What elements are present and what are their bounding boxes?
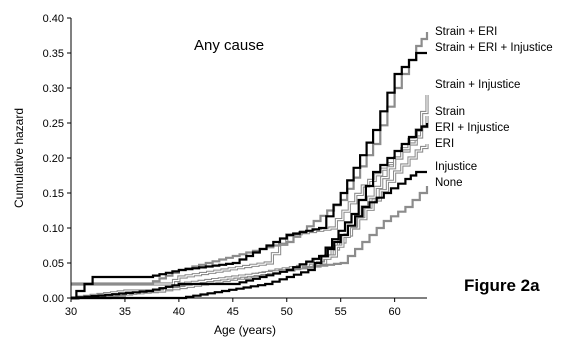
x-tick-label: 35 xyxy=(119,306,131,318)
series-layer xyxy=(71,32,429,300)
figure-label: Figure 2a xyxy=(464,276,540,295)
y-tick-label: 0.30 xyxy=(43,83,64,95)
x-tick-label: 30 xyxy=(65,306,77,318)
series-label-injustice: Injustice xyxy=(435,161,477,173)
series-line-eri-injustice xyxy=(71,123,429,300)
series-label-eri: ERI xyxy=(435,138,454,150)
x-tick-label: 40 xyxy=(173,306,185,318)
series-line-strain-inner xyxy=(71,116,428,285)
y-axis-title: Cumulative hazard xyxy=(12,108,26,208)
y-tick-label: 0.10 xyxy=(43,223,64,235)
series-label-eri-injustice: ERI + Injustice xyxy=(435,122,509,134)
x-axis-title: Age (years) xyxy=(214,323,276,337)
series-line-strain-eri xyxy=(71,32,429,286)
y-tick-label: 0.00 xyxy=(43,293,64,305)
chart-title: Any cause xyxy=(194,37,264,54)
series-line-strain-eri-injustice xyxy=(71,51,427,300)
series-label-strain-injustice: Strain + Injustice xyxy=(435,79,520,91)
y-tick-label: 0.35 xyxy=(43,48,64,60)
ticks-layer: 30 35 40 45 50 55 60 0.00 0.05 0.10 0.15 0.20 0.25 0.… xyxy=(43,13,401,318)
y-tick-label: 0.20 xyxy=(43,153,64,165)
series-label-layer: Strain + ERI Strain + ERI + Injustice St… xyxy=(435,26,553,189)
x-tick-label: 60 xyxy=(389,306,401,318)
x-tick-label: 55 xyxy=(335,306,347,318)
series-label-strain-eri: Strain + ERI xyxy=(435,26,497,38)
series-label-strain-eri-injustice: Strain + ERI + Injustice xyxy=(435,42,553,54)
series-label-strain: Strain xyxy=(435,106,465,118)
y-tick-label: 0.25 xyxy=(43,118,64,130)
x-tick-label: 50 xyxy=(281,306,293,318)
series-label-none: None xyxy=(435,177,463,189)
y-tick-label: 0.05 xyxy=(43,258,64,270)
y-tick-label: 0.15 xyxy=(43,188,64,200)
x-tick-label: 45 xyxy=(227,306,239,318)
series-line-strain-injustice-inner xyxy=(71,95,428,299)
y-tick-label: 0.40 xyxy=(43,13,64,25)
